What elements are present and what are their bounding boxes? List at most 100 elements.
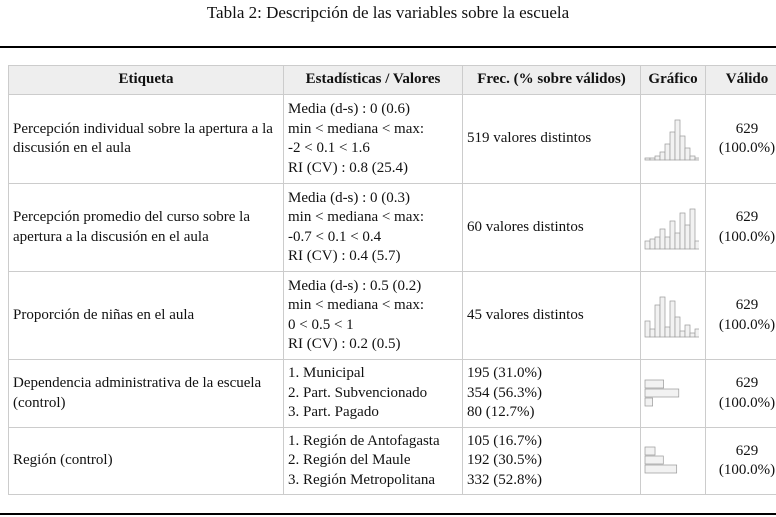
hist-bar <box>659 296 666 337</box>
freq-bar <box>644 464 678 474</box>
hist-bar <box>664 326 671 337</box>
cell-line: 1. Región de Antofagasta <box>288 432 440 449</box>
freq-cell: 105 (16.7%) 192 (30.5%) 332 (52.8%) <box>462 427 641 495</box>
label-cell: Proporción de niñas en el aula <box>8 271 284 360</box>
cell-line: RI (CV) : 0.2 (0.5) <box>288 336 401 352</box>
cell-line: 629 <box>735 442 759 459</box>
freq-bar <box>644 379 664 388</box>
cell-line: 105 (16.7%) <box>467 432 542 449</box>
cell-line: min < mediana < max: <box>288 297 425 313</box>
hist-bar <box>679 330 686 337</box>
graph-cell <box>640 183 706 272</box>
hist-bar <box>644 240 651 249</box>
graph-cell <box>640 359 706 428</box>
cell-line: Media (d-s) : 0.5 (0.2) <box>288 277 422 294</box>
cell-line: 1. Municipal <box>288 365 365 382</box>
hist-bar <box>694 157 699 161</box>
table-row: Percepción individual sobre la apertura … <box>8 94 776 184</box>
freq-bar <box>644 388 680 397</box>
header-row: Etiqueta Estadísticas / Valores Frec. (% s… <box>8 65 776 95</box>
hist-bar <box>679 212 686 249</box>
freq-cell: 60 valores distintos <box>462 183 641 272</box>
hist-bar <box>694 328 699 337</box>
graph-cell <box>640 271 706 360</box>
freq-bar <box>644 455 664 465</box>
hist-bar <box>664 236 671 249</box>
mini-chart <box>644 208 699 249</box>
cell-line: 629 <box>735 297 759 313</box>
mini-chart <box>644 446 678 474</box>
stats-cell: 1. Región de Antofagasta 2. Región del Ma… <box>283 427 463 495</box>
label-cell: Percepción individual sobre la apertura … <box>8 94 284 184</box>
cell-line: Media (d-s) : 0 (0.6) <box>288 101 411 117</box>
freq-cell: 45 valores distintos <box>462 271 641 360</box>
cell-line: 195 (31.0%) <box>467 365 542 382</box>
cell-line: 2. Part. Subvencionado <box>288 384 428 401</box>
cell-line: 3. Part. Pagado <box>288 404 379 421</box>
hist-bar <box>649 157 656 161</box>
cell-line: 3. Región Metropolitana <box>288 471 436 488</box>
hist-bar <box>644 320 651 337</box>
cell-line: 519 valores distintos <box>467 130 592 147</box>
cell-line: 45 valores distintos <box>467 306 584 323</box>
hist-bar <box>689 155 696 161</box>
column-header: Gráfico <box>640 65 706 95</box>
hist-bar <box>684 324 691 337</box>
cell-line: RI (CV) : 0.4 (5.7) <box>288 248 401 264</box>
cell-line: 60 valores distintos <box>467 218 584 235</box>
cell-line: -0.7 < 0.1 < 0.4 <box>288 228 382 245</box>
cell-line: (100.0%) <box>718 228 776 245</box>
hist-bar <box>679 135 686 161</box>
hist-bar <box>654 155 661 161</box>
hist-bar <box>659 151 666 161</box>
table-row: Percepción promedio del curso sobre la a… <box>8 183 776 272</box>
hist-bar <box>664 143 671 161</box>
valid-cell: 629 (100.0%) <box>705 427 776 495</box>
hist-bar <box>684 147 691 161</box>
hist-bar <box>654 236 661 249</box>
column-header: Válido <box>705 65 776 95</box>
table-row: Región (control) 1. Región de Antofagasta… <box>8 427 776 495</box>
cell-line: (100.0%) <box>718 316 776 333</box>
cell-line: min < mediana < max: <box>288 209 425 225</box>
top-rule <box>0 46 776 48</box>
hist-bar <box>684 224 691 249</box>
valid-cell: 629 (100.0%) <box>705 94 776 184</box>
cell-line: 80 (12.7%) <box>467 404 535 421</box>
hist-bar <box>649 238 656 249</box>
stats-cell: 1. Municipal 2. Part. Subvencionado 3. Par… <box>283 359 463 428</box>
table-row: Proporción de niñas en el aula Media (d-s… <box>8 271 776 360</box>
cell-line: (100.0%) <box>718 140 776 156</box>
cell-line: 2. Región del Maule <box>288 452 411 469</box>
freq-cell: 195 (31.0%) 354 (56.3%) 80 (12.7%) <box>462 359 641 428</box>
stats-cell: Media (d-s) : 0 (0.6) min < mediana < max… <box>283 94 463 184</box>
cell-line: 332 (52.8%) <box>467 471 542 488</box>
cell-line: RI (CV) : 0.8 (25.4) <box>288 159 408 176</box>
mini-chart <box>644 119 699 161</box>
label-cell: Percepción promedio del curso sobre la a… <box>8 183 284 272</box>
column-header: Estadísticas / Valores <box>283 65 463 95</box>
cell-line: 629 <box>735 209 759 225</box>
freq-bar <box>644 397 653 406</box>
label-cell: Dependencia administrativa de la escuela… <box>8 359 284 428</box>
cell-line: 629 <box>735 120 759 137</box>
freq-bar <box>644 446 656 456</box>
freq-cell: 519 valores distintos <box>462 94 641 184</box>
valid-cell: 629 (100.0%) <box>705 359 776 428</box>
cell-line: -2 < 0.1 < 1.6 <box>288 140 370 156</box>
graph-cell <box>640 94 706 184</box>
stats-cell: Media (d-s) : 0 (0.3) min < mediana < max… <box>283 183 463 272</box>
cell-line: 192 (30.5%) <box>467 452 542 469</box>
cell-line: (100.0%) <box>718 394 776 411</box>
valid-cell: 629 (100.0%) <box>705 271 776 360</box>
cell-line: (100.0%) <box>718 462 776 478</box>
cell-line: 354 (56.3%) <box>467 384 542 401</box>
cell-line: 0 < 0.5 < 1 <box>288 316 354 333</box>
hist-bar <box>674 232 681 249</box>
hist-bar <box>649 328 656 337</box>
hist-bar <box>659 228 666 249</box>
table-row: Dependencia administrativa de la escuela… <box>8 359 776 428</box>
table: Etiqueta Estadísticas / Valores Frec. (% s… <box>8 65 776 495</box>
cell-line: min < mediana < max: <box>288 120 425 137</box>
